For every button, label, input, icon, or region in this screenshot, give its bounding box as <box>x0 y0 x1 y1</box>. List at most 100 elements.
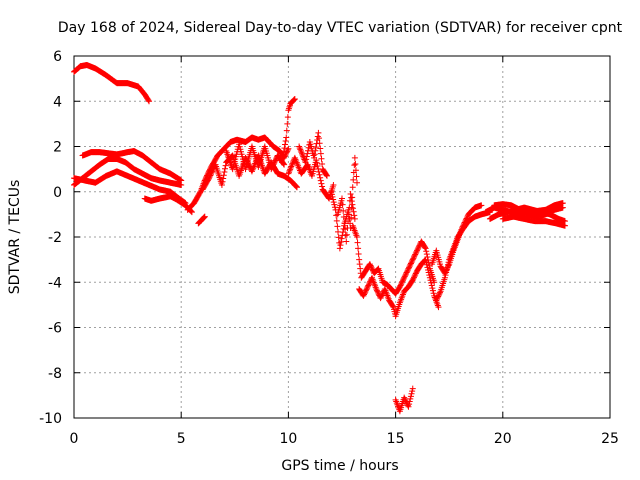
data-point <box>317 145 324 152</box>
data-point <box>343 238 350 245</box>
data-point <box>430 290 437 297</box>
data-point <box>362 287 369 294</box>
data-point <box>146 98 153 105</box>
data-point <box>422 256 429 263</box>
data-point <box>333 217 340 224</box>
data-point <box>414 247 421 254</box>
data-point <box>397 282 404 289</box>
data-point <box>316 135 323 142</box>
data-point <box>404 268 411 275</box>
data-point <box>221 165 228 172</box>
data-point <box>218 181 225 188</box>
data-point <box>407 393 414 400</box>
data-point <box>340 207 347 214</box>
data-point <box>323 172 330 179</box>
data-point <box>411 252 418 259</box>
data-point <box>412 250 419 257</box>
data-point <box>350 176 357 183</box>
data-point <box>313 160 320 167</box>
data-point <box>315 129 322 136</box>
data-point <box>283 127 290 134</box>
data-point <box>346 204 353 211</box>
data-point <box>460 222 467 229</box>
data-point <box>328 188 335 195</box>
y-tick-label: -2 <box>48 230 62 246</box>
data-point <box>373 287 380 294</box>
data-point <box>318 180 325 187</box>
y-tick-label: -10 <box>39 411 62 427</box>
data-point <box>461 219 468 226</box>
data-point <box>296 143 303 150</box>
data-point <box>297 146 304 153</box>
data-point <box>330 199 337 206</box>
data-point <box>429 287 436 294</box>
data-point <box>431 279 438 286</box>
data-point <box>351 154 358 161</box>
x-tick-label: 25 <box>601 431 619 447</box>
data-point <box>409 385 416 392</box>
data-point <box>362 288 369 295</box>
data-point <box>296 144 303 151</box>
data-point <box>299 152 306 159</box>
data-point <box>325 194 332 201</box>
data-point <box>410 255 417 262</box>
data-point <box>286 167 293 174</box>
axis-ticks: 0 5 10 15 20 25 -10 -8 -6 -4 -2 0 2 4 6 <box>39 49 619 447</box>
data-point <box>399 278 406 285</box>
data-point <box>281 145 288 152</box>
y-axis-label: SDTVAR / TECUs <box>7 180 23 295</box>
data-point <box>285 145 292 152</box>
data-point <box>201 214 208 221</box>
data-point <box>208 169 215 176</box>
data-point <box>343 231 350 238</box>
data-point <box>424 264 431 271</box>
data-point <box>344 224 351 231</box>
data-point <box>314 162 321 169</box>
data-point <box>335 234 342 241</box>
data-point <box>462 216 469 223</box>
data-point <box>312 147 319 154</box>
data-point <box>401 274 408 281</box>
data-point <box>445 262 452 269</box>
data-point <box>361 291 368 298</box>
data-point <box>426 274 433 281</box>
data-point <box>311 154 318 161</box>
data-point <box>284 147 291 154</box>
data-point <box>425 266 432 273</box>
data-point <box>559 200 566 207</box>
data-point <box>423 261 430 268</box>
data-point <box>406 401 413 408</box>
data-point <box>304 150 311 157</box>
data-point <box>209 168 216 175</box>
data-point <box>336 245 343 252</box>
data-point <box>303 153 310 160</box>
x-tick-label: 5 <box>177 431 186 447</box>
data-point <box>373 286 380 293</box>
data-point <box>352 161 359 168</box>
data-point <box>415 244 422 251</box>
data-point <box>283 149 290 156</box>
data-point <box>220 175 227 182</box>
data-point <box>317 174 324 181</box>
data-point <box>287 166 294 173</box>
data-point <box>291 95 298 102</box>
data-point <box>317 177 324 184</box>
data-point <box>356 256 363 263</box>
data-point <box>328 191 335 198</box>
data-point <box>407 395 414 402</box>
data-point <box>311 151 318 158</box>
data-point <box>348 194 355 201</box>
data-point <box>459 223 466 230</box>
data-point <box>280 148 287 155</box>
data-point <box>206 173 213 180</box>
data-point <box>369 266 376 273</box>
data-point <box>365 282 372 289</box>
data-point <box>425 269 432 276</box>
data-point <box>366 261 373 268</box>
data-point <box>298 149 305 156</box>
data-point <box>293 183 300 190</box>
data-point <box>406 398 413 405</box>
data-point <box>303 156 310 163</box>
data-point <box>363 286 370 293</box>
data-point <box>200 214 207 221</box>
